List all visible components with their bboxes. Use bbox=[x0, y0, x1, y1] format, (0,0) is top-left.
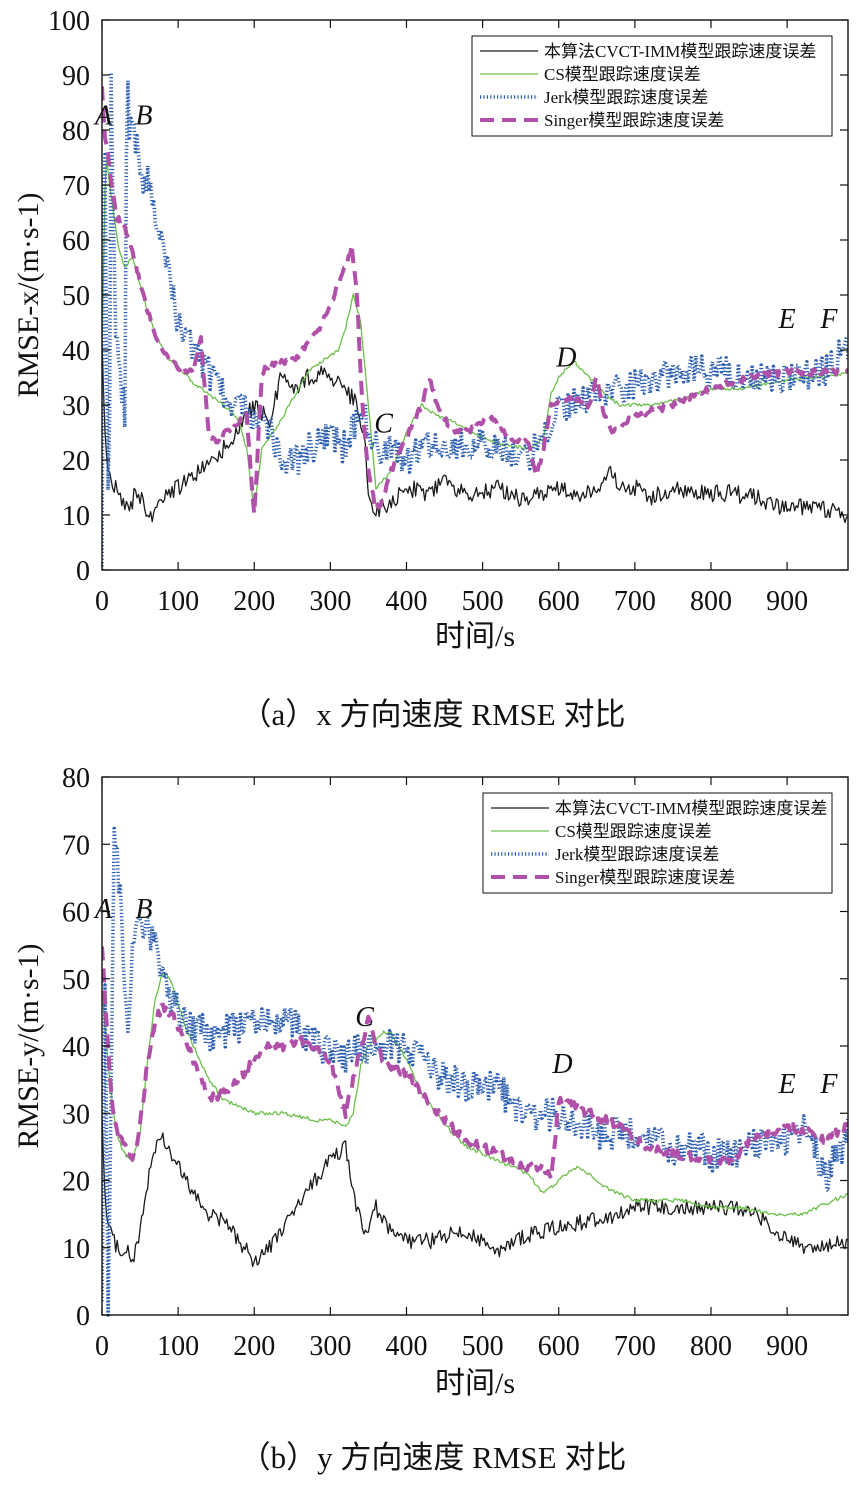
x-tick-label: 300 bbox=[309, 586, 351, 617]
series-line-singer bbox=[102, 86, 848, 516]
x-tick-label: 500 bbox=[462, 1331, 504, 1362]
series-line-cs bbox=[102, 972, 848, 1217]
legend: 本算法CVCT-IMM模型跟踪速度误差 CS模型跟踪速度误差 Jerk模型跟踪速度误… bbox=[471, 35, 833, 137]
x-tick-label: 100 bbox=[157, 586, 199, 617]
x-axis-label: 时间/s bbox=[435, 620, 515, 653]
y-tick-label: 50 bbox=[62, 965, 90, 996]
x-tick-label: 100 bbox=[157, 1331, 199, 1362]
y-tick-label: 60 bbox=[62, 226, 90, 257]
annotation-label: B bbox=[135, 101, 152, 132]
figure-caption: （a）x 方向速度 RMSE 对比 bbox=[241, 697, 626, 732]
annotation-label: C bbox=[355, 1002, 374, 1033]
x-tick-label: 800 bbox=[690, 586, 732, 617]
x-tick-label: 700 bbox=[614, 1331, 656, 1362]
x-tick-label: 200 bbox=[233, 586, 275, 617]
series-line-proposed bbox=[102, 1115, 848, 1268]
figure-caption: （b）y 方向速度 RMSE 对比 bbox=[240, 1440, 627, 1475]
legend-label: Jerk模型跟踪速度误差 bbox=[544, 88, 708, 107]
y-tick-label: 0 bbox=[76, 556, 90, 587]
x-tick-label: 500 bbox=[462, 586, 504, 617]
annotation-label: A bbox=[93, 894, 113, 925]
y-tick-label: 10 bbox=[62, 501, 90, 532]
y-tick-label: 80 bbox=[62, 116, 90, 147]
series-group bbox=[102, 70, 848, 571]
series-line-cs bbox=[102, 159, 848, 510]
y-tick-label: 10 bbox=[62, 1234, 90, 1265]
annotation-label: C bbox=[374, 409, 393, 440]
legend-label: Jerk模型跟踪速度误差 bbox=[555, 845, 719, 864]
y-axis-label: RMSE-x/(m·s-1) bbox=[12, 193, 45, 398]
annotation-label: F bbox=[819, 304, 838, 335]
x-tick-label: 700 bbox=[614, 586, 656, 617]
y-tick-label: 70 bbox=[62, 830, 90, 861]
x-tick-label: 400 bbox=[385, 586, 427, 617]
annotation-label: A bbox=[93, 101, 113, 132]
y-tick-label: 70 bbox=[62, 171, 90, 202]
y-tick-label: 20 bbox=[62, 446, 90, 477]
annotation-label: D bbox=[555, 343, 576, 374]
chart-b: 0 100 200 300 400 500 600 700 800 900 0 10 20 30 40 50 6… bbox=[12, 763, 849, 1475]
y-axis-label: RMSE-y/(m·s-1) bbox=[12, 944, 45, 1149]
x-tick-label: 300 bbox=[309, 1331, 351, 1362]
series-line-jerk bbox=[102, 826, 848, 1317]
legend: 本算法CVCT-IMM模型跟踪速度误差 CS模型跟踪速度误差 Jerk模型跟踪速度误… bbox=[482, 792, 833, 894]
annotation-label: E bbox=[778, 1069, 796, 1100]
series-line-proposed bbox=[102, 341, 848, 524]
legend-label: CS模型跟踪速度误差 bbox=[544, 65, 701, 84]
x-tick-label: 0 bbox=[95, 586, 109, 617]
y-tick-label: 90 bbox=[62, 61, 90, 92]
series-group bbox=[102, 826, 848, 1317]
chart-a: 0 100 200 300 400 500 600 700 800 900 0 10 20 30 40 50 6… bbox=[12, 6, 849, 732]
y-tick-label: 0 bbox=[76, 1301, 90, 1332]
x-tick-label: 600 bbox=[538, 586, 580, 617]
legend-label: 本算法CVCT-IMM模型跟踪速度误差 bbox=[555, 799, 827, 818]
y-tick-label: 20 bbox=[62, 1167, 90, 1198]
legend-label: Singer模型跟踪速度误差 bbox=[544, 111, 724, 130]
x-tick-label: 0 bbox=[95, 1331, 109, 1362]
x-tick-label: 800 bbox=[690, 1331, 732, 1362]
y-tick-label: 80 bbox=[62, 763, 90, 794]
x-tick-label: 600 bbox=[538, 1331, 580, 1362]
x-tick-label: 900 bbox=[766, 586, 808, 617]
x-tick-label: 200 bbox=[233, 1331, 275, 1362]
legend-label: CS模型跟踪速度误差 bbox=[555, 822, 712, 841]
x-tick-label: 400 bbox=[385, 1331, 427, 1362]
y-tick-label: 40 bbox=[62, 1032, 90, 1063]
legend-box bbox=[482, 792, 833, 894]
legend-label: Singer模型跟踪速度误差 bbox=[555, 868, 735, 887]
legend-label: 本算法CVCT-IMM模型跟踪速度误差 bbox=[544, 42, 816, 61]
x-tick-label: 900 bbox=[766, 1331, 808, 1362]
y-tick-label: 60 bbox=[62, 898, 90, 929]
y-tick-label: 40 bbox=[62, 336, 90, 367]
y-tick-label: 100 bbox=[48, 6, 90, 37]
y-tick-label: 50 bbox=[62, 281, 90, 312]
annotation-label: F bbox=[819, 1069, 838, 1100]
series-line-jerk bbox=[102, 70, 848, 571]
series-line-singer bbox=[102, 946, 848, 1181]
annotation-label: B bbox=[135, 894, 152, 925]
y-tick-label: 30 bbox=[62, 1099, 90, 1130]
x-axis-label: 时间/s bbox=[435, 1367, 515, 1400]
annotation-label: D bbox=[551, 1049, 572, 1080]
y-tick-label: 30 bbox=[62, 391, 90, 422]
annotation-label: E bbox=[778, 304, 796, 335]
